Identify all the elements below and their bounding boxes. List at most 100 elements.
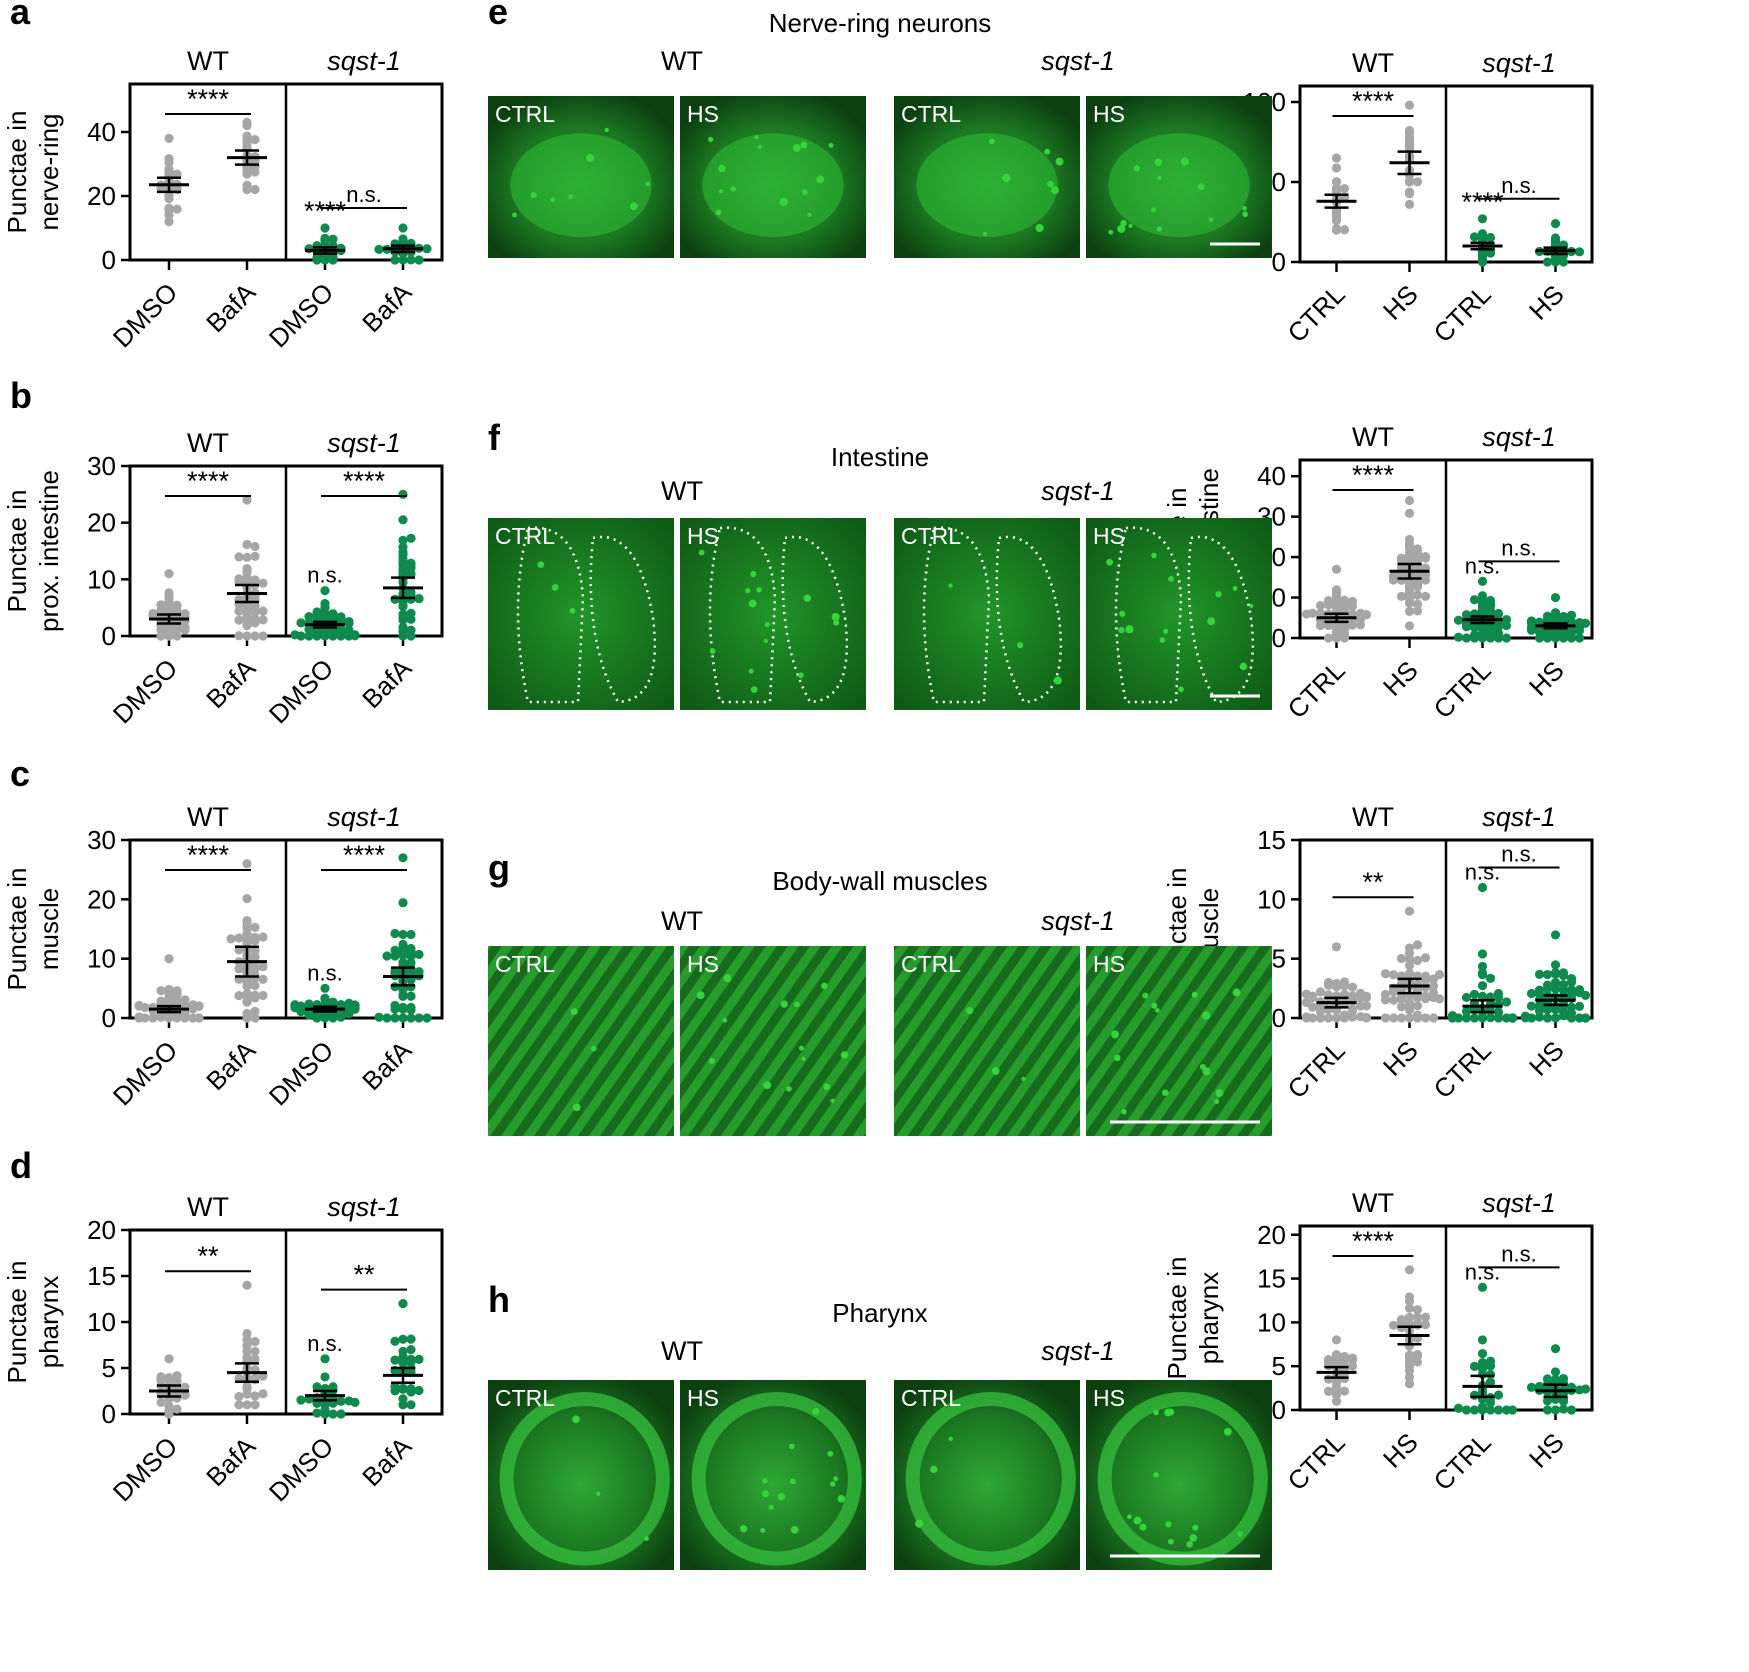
data-point xyxy=(398,622,408,632)
micrograph-label: CTRL xyxy=(901,951,961,977)
micrograph: HS xyxy=(1086,1380,1272,1570)
punctum xyxy=(1053,676,1062,685)
data-point xyxy=(1485,1377,1496,1387)
data-point xyxy=(188,1004,198,1014)
data-point xyxy=(1301,997,1312,1008)
group-header-mutant: sqst-1 xyxy=(1482,422,1556,452)
data-point xyxy=(250,1346,260,1356)
data-point xyxy=(1331,1390,1342,1400)
x-tick-label: HS xyxy=(1523,1035,1570,1082)
y-tick-label: 20 xyxy=(87,1215,116,1245)
punctum xyxy=(807,212,812,217)
punctum xyxy=(799,1045,804,1051)
data-point xyxy=(242,859,252,869)
data-point xyxy=(1404,1312,1415,1322)
data-point xyxy=(1388,970,1399,980)
punctum xyxy=(948,583,953,588)
data-point xyxy=(1526,1382,1537,1392)
data-point xyxy=(1526,988,1537,999)
data-point xyxy=(1477,949,1488,959)
micrograph-signal xyxy=(680,946,866,1136)
significance-mark: **** xyxy=(304,196,347,226)
punctum xyxy=(1197,183,1205,191)
micrograph-label: CTRL xyxy=(495,523,555,549)
panel-title: Intestine xyxy=(831,442,929,472)
data-point xyxy=(344,1008,354,1019)
data-point xyxy=(374,244,384,255)
data-point xyxy=(1388,575,1399,585)
data-point xyxy=(1558,1007,1569,1017)
data-point xyxy=(382,1013,392,1023)
punctum xyxy=(586,153,595,162)
data-point xyxy=(1396,591,1407,601)
punctum xyxy=(827,1450,834,1457)
group-header-mutant: sqst-1 xyxy=(327,802,401,832)
data-point xyxy=(1542,614,1553,625)
data-point xyxy=(328,234,338,244)
data-point xyxy=(406,1334,416,1344)
punctum xyxy=(764,621,770,627)
micrograph: CTRL xyxy=(894,946,1080,1136)
data-point xyxy=(258,962,268,972)
data-point xyxy=(1420,591,1431,601)
x-tick-label: HS xyxy=(1523,1427,1570,1474)
data-point xyxy=(1420,1312,1431,1322)
pharynx-outline xyxy=(905,1392,1076,1566)
data-point xyxy=(336,628,346,638)
punctum xyxy=(1165,1521,1172,1528)
data-point xyxy=(180,609,190,619)
data-point xyxy=(344,625,354,635)
data-point xyxy=(1566,985,1577,995)
data-point xyxy=(290,630,300,640)
data-point xyxy=(1558,1378,1569,1388)
data-point xyxy=(156,600,166,610)
micrograph-label: CTRL xyxy=(495,951,555,977)
data-point xyxy=(1420,1320,1431,1330)
data-point xyxy=(1339,620,1350,631)
data-point xyxy=(398,612,408,622)
data-point xyxy=(1412,606,1423,616)
punctum xyxy=(730,186,736,192)
data-point xyxy=(390,928,400,939)
data-point xyxy=(1323,1360,1334,1371)
cell-outline xyxy=(589,535,657,704)
punctum xyxy=(1133,1516,1142,1525)
data-point xyxy=(1331,1335,1342,1345)
data-point xyxy=(1566,1008,1577,1018)
data-point xyxy=(1477,1402,1488,1412)
data-point xyxy=(250,1013,260,1023)
data-point xyxy=(1404,1005,1415,1015)
data-point xyxy=(1347,1012,1358,1022)
image-panel-g: g Body-wall muscles WT sqst-1 CTRL HS CTRL HS xyxy=(488,847,1272,1136)
data-point xyxy=(1315,1006,1326,1017)
data-point xyxy=(234,576,244,586)
group-header-wt: WT xyxy=(187,1192,229,1222)
micrograph-label: HS xyxy=(687,101,719,127)
data-point xyxy=(398,223,408,233)
data-point xyxy=(1550,969,1561,979)
data-point xyxy=(242,989,252,999)
micrograph-label: CTRL xyxy=(495,101,555,127)
y-tick-label: 0 xyxy=(1272,1003,1286,1033)
data-point xyxy=(1477,591,1488,601)
data-point xyxy=(406,1400,416,1410)
y-tick-label: 0 xyxy=(1272,247,1286,277)
data-point xyxy=(172,986,182,996)
significance-mark: n.s. xyxy=(307,960,342,985)
punctum xyxy=(1121,1108,1127,1115)
punctum xyxy=(1242,211,1248,218)
data-point xyxy=(1501,620,1512,631)
data-point xyxy=(320,994,330,1004)
punctum xyxy=(1189,1534,1198,1542)
group-header-mutant: sqst-1 xyxy=(1041,906,1115,936)
significance-label: ** xyxy=(197,1241,219,1271)
data-point xyxy=(1485,973,1496,983)
data-point xyxy=(1347,620,1358,630)
data-point xyxy=(320,1372,330,1382)
significance-label: **** xyxy=(187,466,230,496)
micrograph: HS xyxy=(1086,946,1272,1136)
x-tick-label: DMSO xyxy=(263,277,339,353)
data-point xyxy=(1301,1012,1312,1022)
data-point xyxy=(164,1375,174,1385)
